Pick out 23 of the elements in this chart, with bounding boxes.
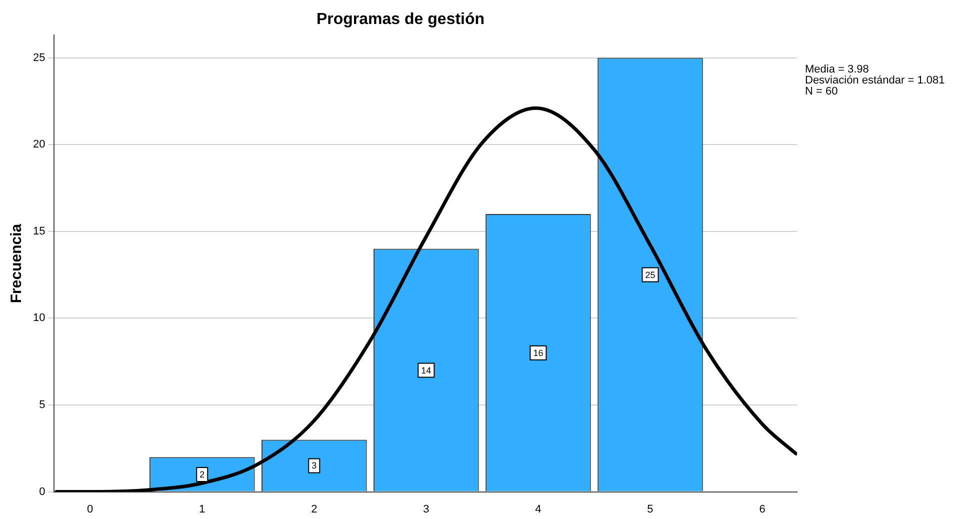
x-tick-label: 0	[87, 503, 94, 516]
y-tick-label: 5	[39, 399, 46, 412]
x-tick-label: 1	[199, 503, 206, 516]
y-tick-label: 10	[32, 312, 46, 324]
data-label: 25	[645, 270, 656, 280]
data-label: 14	[421, 365, 432, 376]
text: Desviación estándar = 1.081	[805, 74, 945, 87]
x-tick-label: 5	[647, 503, 654, 516]
y-tick-label: 0	[39, 486, 46, 498]
data-label: 16	[533, 348, 544, 358]
x-tick-label: 6	[759, 503, 766, 516]
data-label: 3	[312, 460, 317, 471]
x-tick-label: 3	[423, 503, 430, 516]
y-tick-label: 20	[32, 138, 46, 151]
y-axis-title: Frecuencia	[8, 223, 26, 304]
x-tick-label: 4	[535, 503, 542, 516]
chart-title: Programas de gestión	[316, 11, 485, 28]
y-tick-label: 25	[32, 52, 46, 64]
text: Media = 3.98	[805, 64, 869, 76]
y-tick-label: 15	[32, 225, 46, 238]
data-label: 2	[200, 469, 205, 480]
x-tick-label: 2	[311, 503, 318, 516]
text: N = 60	[805, 86, 838, 98]
